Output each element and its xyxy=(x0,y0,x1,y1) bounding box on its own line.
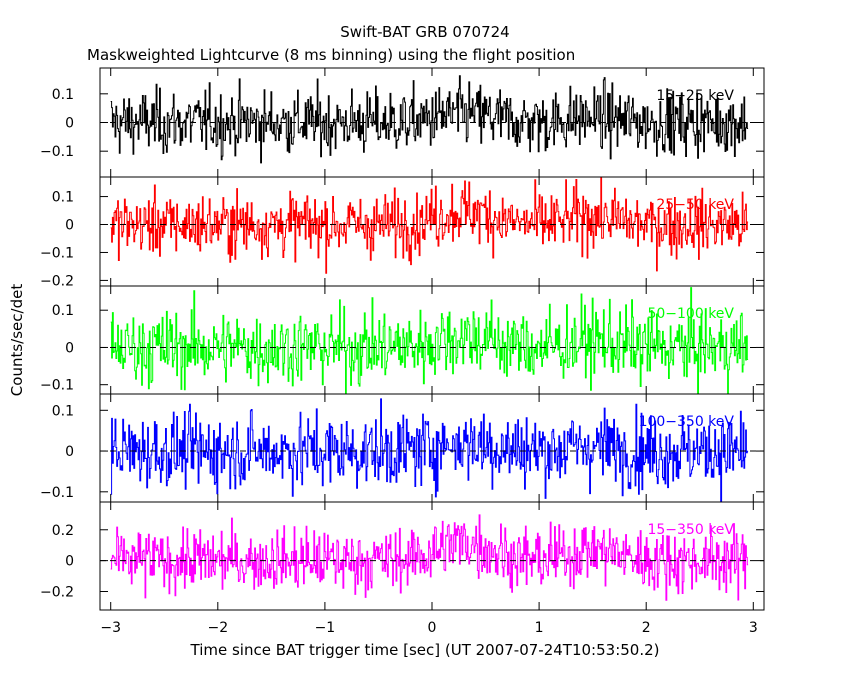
chart-title: Swift-BAT GRB 070724 xyxy=(340,23,509,41)
band-label: 25−50 keV xyxy=(656,197,734,213)
y-tick-label: 0.1 xyxy=(52,190,74,206)
y-tick-label: −0.1 xyxy=(40,144,74,160)
panel-1: 0.1 0 −0.1 15−25 keV xyxy=(40,67,765,178)
y-tick-label: 0.1 xyxy=(52,87,74,103)
x-tick-label: −2 xyxy=(207,620,228,636)
x-tick-label: 3 xyxy=(749,620,758,636)
x-tick-label: 2 xyxy=(642,620,651,636)
x-tick-labels: −3 −2 −1 0 1 2 3 xyxy=(100,620,757,636)
y-tick-label: −0.2 xyxy=(40,584,74,600)
chart-subtitle: Maskweighted Lightcurve (8 ms binning) u… xyxy=(87,46,575,64)
y-tick-label: −0.1 xyxy=(40,245,74,261)
panel-4: 0.1 0 −0.1 100−350 keV xyxy=(40,393,765,503)
y-axis-label: Counts/sec/det xyxy=(8,284,26,397)
y-tick-label: 0 xyxy=(65,116,74,132)
y-tick-label: 0.1 xyxy=(52,403,74,419)
series-line xyxy=(110,287,749,394)
x-tick-label: 0 xyxy=(428,620,437,636)
y-tick-label: −0.1 xyxy=(40,485,74,501)
y-tick-label: −0.1 xyxy=(40,378,74,394)
panel-5: 0.2 0 −0.2 15−350 keV xyxy=(40,501,765,611)
band-label: 15−350 keV xyxy=(647,522,734,538)
series-line xyxy=(110,514,749,601)
x-tick-label: −3 xyxy=(100,620,121,636)
y-tick-label: 0 xyxy=(65,218,74,234)
y-tick-label: 0 xyxy=(65,444,74,460)
y-tick-label: 0.1 xyxy=(52,303,74,319)
y-tick-label: 0 xyxy=(65,554,74,570)
x-tick-label: 1 xyxy=(535,620,544,636)
series-line xyxy=(110,398,749,502)
panel-3: 0.1 0 −0.1 50−100 keV xyxy=(40,285,765,395)
y-tick-label: −0.2 xyxy=(40,273,74,289)
band-label: 15−25 keV xyxy=(656,88,734,104)
y-tick-label: 0.2 xyxy=(52,523,74,539)
series-line xyxy=(110,75,749,164)
band-label: 100−350 keV xyxy=(639,414,735,430)
band-label: 50−100 keV xyxy=(647,306,734,322)
y-tick-label: 0 xyxy=(65,340,74,356)
x-tick-label: −1 xyxy=(315,620,336,636)
series-line xyxy=(110,177,749,274)
x-axis-label: Time since BAT trigger time [sec] (UT 20… xyxy=(190,641,660,659)
panel-frame xyxy=(99,393,765,503)
panel-2: 0.1 0 −0.1 −0.2 25−50 keV xyxy=(40,176,765,289)
